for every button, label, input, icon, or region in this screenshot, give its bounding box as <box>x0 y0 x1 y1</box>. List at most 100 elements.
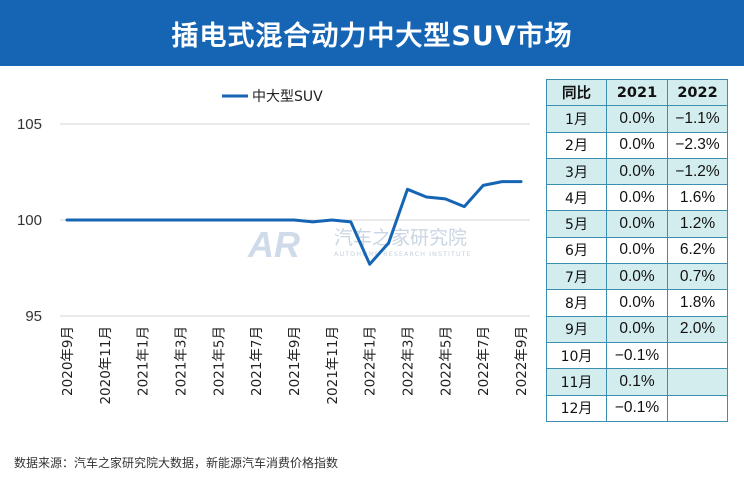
x-tick-label: 2021年9月 <box>287 326 303 396</box>
data-point <box>255 218 258 222</box>
y-tick-label: 95 <box>25 308 42 325</box>
data-point <box>387 241 390 245</box>
table-row: 12月 −0.1% <box>546 394 728 422</box>
table-cell-month: 4月 <box>546 184 607 212</box>
x-tick-label: 2022年3月 <box>401 326 417 396</box>
x-tick-label: 2021年11月 <box>325 326 341 405</box>
data-point <box>65 218 69 222</box>
table-cell-2021: 0.0% <box>606 131 668 159</box>
y-axis-ticks: 95 100 105 <box>17 116 42 325</box>
data-point <box>122 218 126 222</box>
watermark-logo: AR <box>247 224 300 265</box>
table-row: 4月 0.0% 1.6% <box>546 184 728 212</box>
table-cell-2021: 0.0% <box>606 210 668 238</box>
table-cell-2021: 0.0% <box>606 289 668 317</box>
table-cell-2021: 0.0% <box>606 105 668 133</box>
data-point <box>406 188 409 191</box>
legend: 中大型SUV <box>222 89 323 105</box>
table-cell-2022: 1.6% <box>667 184 728 212</box>
table-cell-2022: −1.1% <box>667 105 728 133</box>
table-cell-2021: 0.0% <box>606 157 668 186</box>
watermark-subtitle: AUTOHOME RESEARCH INSTITUTE <box>334 250 472 258</box>
table-cell-2021: 0.0% <box>606 315 668 343</box>
data-point <box>425 195 428 199</box>
table-cell-month: 11月 <box>546 368 607 396</box>
data-point <box>103 218 107 222</box>
table-cell-month: 10月 <box>546 341 607 370</box>
table-cell-2021: −0.1% <box>606 341 668 370</box>
table-cell-2021: 0.0% <box>606 263 668 291</box>
table-row: 11月 0.1% <box>546 368 728 396</box>
data-point <box>236 218 239 222</box>
legend-label: 中大型SUV <box>252 89 323 105</box>
data-point <box>311 220 315 224</box>
x-tick-label: 2020年9月 <box>60 326 76 396</box>
table-cell-month: 12月 <box>546 394 607 422</box>
table-row: 7月 0.0% 0.7% <box>546 263 728 291</box>
data-point <box>160 218 163 222</box>
data-point <box>463 205 466 208</box>
x-axis-ticks: 2020年9月 2020年11月 2021年1月 2021年3月 2021年5月 2021… <box>60 326 530 405</box>
data-point <box>292 218 296 222</box>
table-row: 10月 −0.1% <box>546 341 728 370</box>
table-header-label: 同比 <box>546 78 607 107</box>
x-tick-label: 2020年11月 <box>98 326 114 405</box>
data-point <box>84 218 88 222</box>
table-cell-2021: 0.0% <box>606 184 668 212</box>
table-cell-month: 3月 <box>546 157 607 186</box>
table-cell-2022: 2.0% <box>667 315 728 343</box>
table-cell-2022: −1.2% <box>667 157 728 186</box>
table-cell-2022: −2.3% <box>667 131 728 159</box>
table-header-2021: 2021 <box>606 78 668 107</box>
x-tick-label: 2022年7月 <box>476 326 492 396</box>
y-tick-label: 100 <box>17 212 42 229</box>
table-row: 8月 0.0% 1.8% <box>546 289 728 317</box>
table-cell-2022: 6.2% <box>667 236 728 265</box>
table-cell-month: 9月 <box>546 315 607 343</box>
title-banner: 插电式混合动力中大型SUV市场 <box>0 0 744 66</box>
series-layer <box>65 180 523 266</box>
x-tick-label: 2022年9月 <box>514 326 530 396</box>
data-point <box>330 218 333 222</box>
table-cell-month: 8月 <box>546 289 607 317</box>
data-point <box>519 180 523 183</box>
data-point <box>482 184 485 187</box>
yoy-table: 同比 2021 2022 1月 0.0% −1.1% 2月 0.0% −2.3%… <box>546 78 728 422</box>
line-chart: AR 汽车之家研究院 AUTOHOME RESEARCH INSTITUTE 9… <box>17 89 530 405</box>
data-point <box>349 220 352 224</box>
table-cell-2022: 1.2% <box>667 210 728 238</box>
table-cell-month: 1月 <box>546 105 607 133</box>
table-row: 9月 0.0% 2.0% <box>546 315 728 343</box>
table-cell-month: 2月 <box>546 131 607 159</box>
table-cell-month: 5月 <box>546 210 607 238</box>
table-row: 2月 0.0% −2.3% <box>546 131 728 159</box>
y-tick-label: 105 <box>17 116 42 133</box>
table-row: 6月 0.0% 6.2% <box>546 236 728 265</box>
data-source-note: 数据来源：汽车之家研究院大数据，新能源汽车消费价格指数 <box>14 456 339 470</box>
data-point <box>141 218 144 222</box>
watermark-name: 汽车之家研究院 <box>334 227 467 249</box>
table-cell-2021: −0.1% <box>606 394 668 422</box>
table-row: 5月 0.0% 1.2% <box>546 210 728 238</box>
data-point <box>500 180 504 183</box>
table-row: 3月 0.0% −1.2% <box>546 157 728 186</box>
table-cell-2022: 0.7% <box>667 263 728 291</box>
data-point <box>179 218 182 222</box>
x-tick-label: 2021年1月 <box>136 326 152 396</box>
x-tick-label: 2022年5月 <box>438 326 454 396</box>
table-cell-2021: 0.1% <box>606 368 668 396</box>
page-title: 插电式混合动力中大型SUV市场 <box>171 20 573 52</box>
data-point <box>217 218 220 222</box>
x-tick-label: 2021年5月 <box>211 326 227 396</box>
x-tick-label: 2021年3月 <box>174 326 190 396</box>
data-point <box>368 263 371 266</box>
table-header-2022: 2022 <box>667 78 728 107</box>
table-cell-month: 6月 <box>546 236 607 265</box>
data-point <box>273 218 277 222</box>
watermark: AR 汽车之家研究院 AUTOHOME RESEARCH INSTITUTE <box>247 224 472 265</box>
table-cell-2022 <box>667 394 728 422</box>
x-tick-label: 2021年7月 <box>249 326 265 396</box>
data-point <box>198 218 201 222</box>
data-point <box>444 197 447 201</box>
table-cell-2021: 0.0% <box>606 236 668 265</box>
